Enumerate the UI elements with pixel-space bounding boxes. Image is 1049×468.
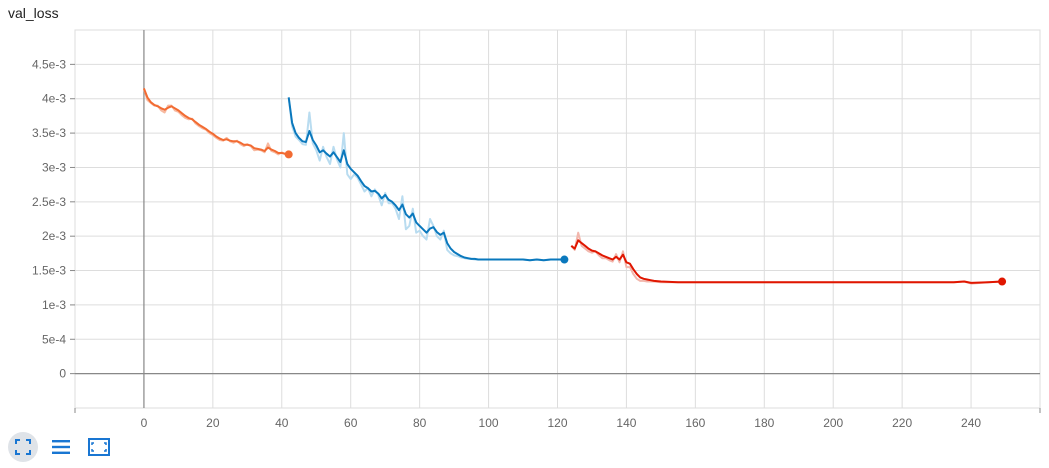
y-tick-label: 1.5e-3 [32, 264, 66, 278]
y-tick-label: 2e-3 [42, 229, 66, 243]
series-line [570, 239, 1003, 284]
x-tick-label: 180 [754, 416, 774, 430]
toggle-log-scale-button[interactable] [46, 432, 76, 462]
chart-toolbar [8, 432, 114, 462]
x-tick-label: 80 [413, 416, 427, 430]
x-tick-label: 200 [823, 416, 843, 430]
x-tick-label: 240 [961, 416, 981, 430]
x-tick-label: 140 [616, 416, 636, 430]
y-tick-label: 2.5e-3 [32, 195, 66, 209]
y-tick-label: 0 [59, 367, 66, 381]
x-tick-label: 100 [479, 416, 499, 430]
fullscreen-icon [15, 439, 31, 455]
x-tick-label: 0 [141, 416, 148, 430]
y-tick-label: 4.5e-3 [32, 57, 66, 71]
x-tick-label: 160 [685, 416, 705, 430]
series-end-point [284, 150, 293, 159]
series-end-point [560, 255, 569, 264]
series-line [142, 88, 289, 156]
x-tick-label: 220 [892, 416, 912, 430]
fit-domain-button[interactable] [84, 432, 114, 462]
series-end-point [998, 277, 1007, 286]
y-tick-label: 1e-3 [42, 298, 66, 312]
x-tick-label: 60 [344, 416, 358, 430]
list-icon [52, 440, 70, 454]
series-raw-line [570, 231, 1003, 285]
series-line [287, 97, 565, 262]
y-tick-label: 4e-3 [42, 92, 66, 106]
y-tick-label: 3e-3 [42, 160, 66, 174]
x-tick-label: 20 [206, 416, 220, 430]
fit-domain-icon [88, 438, 110, 456]
toggle-fullscreen-button[interactable] [8, 432, 38, 462]
y-tick-label: 3.5e-3 [32, 126, 66, 140]
y-tick-label: 5e-4 [42, 332, 66, 346]
line-chart[interactable]: 0 20 40 60 80 100 120 140 160 180 200 220 240 0 5e-4 1e… [0, 0, 1049, 430]
series-raw-line [142, 88, 289, 157]
x-tick-label: 40 [275, 416, 289, 430]
chart-title: val_loss [8, 5, 59, 21]
x-tick-label: 120 [547, 416, 567, 430]
